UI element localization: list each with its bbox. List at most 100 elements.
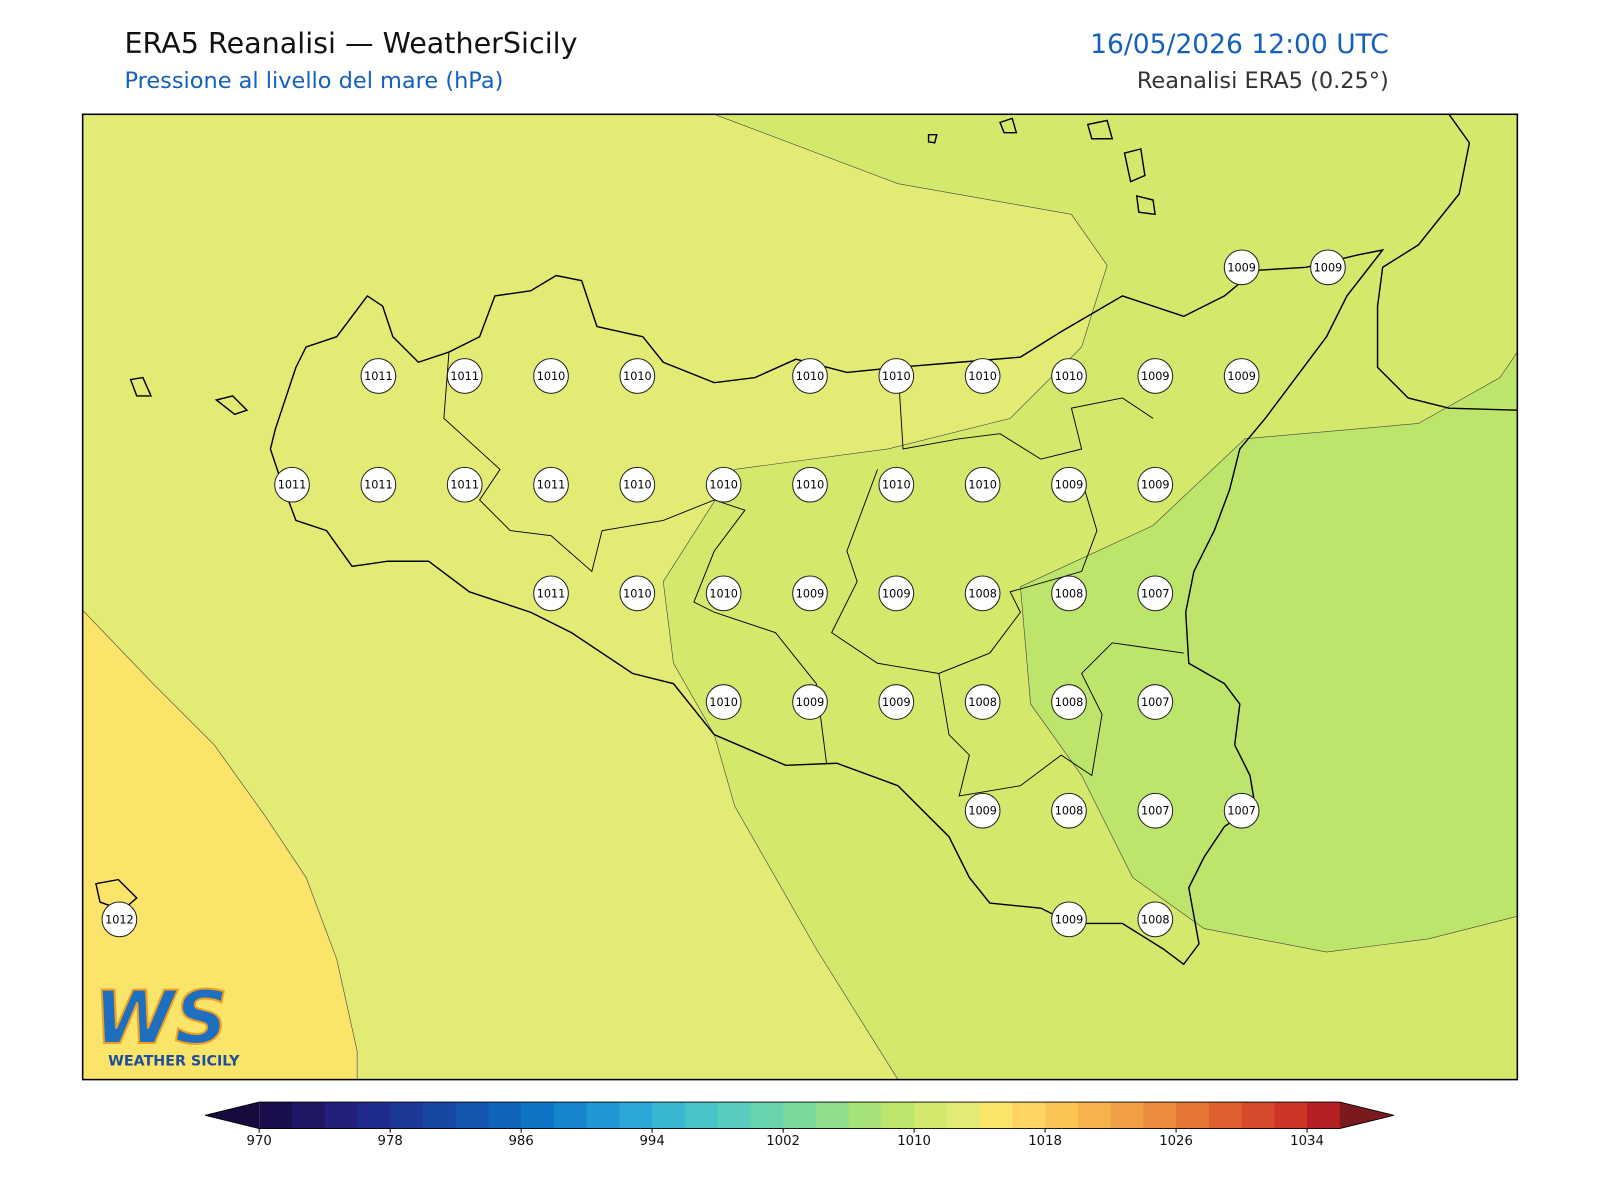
- station-value: 1009: [968, 805, 997, 818]
- station-marker: [533, 358, 569, 394]
- station: 1008: [964, 575, 1001, 612]
- station-marker: [964, 466, 1001, 503]
- colorbar-box: [750, 1102, 784, 1129]
- colorbar-box: [586, 1102, 620, 1129]
- colorbar-box: [1110, 1102, 1144, 1129]
- station-marker: [619, 466, 656, 503]
- station-value: 1009: [1055, 913, 1084, 926]
- colorbar-extend-low: [205, 1102, 260, 1129]
- station: 1009: [878, 575, 915, 612]
- station: 1010: [705, 466, 742, 503]
- colorbar-box: [357, 1102, 391, 1129]
- station-marker: [705, 466, 742, 503]
- station-marker: [1223, 358, 1260, 394]
- colorbar-box: [1176, 1102, 1210, 1129]
- station-marker: [1051, 684, 1087, 720]
- station-marker: [1137, 792, 1174, 829]
- station-value: 1011: [364, 370, 393, 383]
- station-marker: [1137, 684, 1174, 720]
- station: 1007: [1137, 684, 1174, 720]
- station-value: 1008: [1055, 696, 1084, 709]
- station-marker: [533, 575, 569, 612]
- station-value: 1012: [105, 913, 134, 926]
- station: 1009: [1137, 358, 1174, 394]
- colorbar-tick-label: 1010: [897, 1134, 931, 1149]
- station-value: 1009: [796, 696, 825, 709]
- station: 1010: [1051, 358, 1087, 394]
- station-marker: [964, 792, 1001, 829]
- station-value: 1011: [450, 479, 479, 492]
- coastline: [95, 114, 1518, 966]
- colorbar-extend-high: [1339, 1102, 1394, 1129]
- station-value: 1011: [450, 370, 479, 383]
- station-marker: [1051, 466, 1087, 503]
- title: ERA5 Reanalisi — WeatherSicily: [124, 26, 577, 60]
- station-value: 1010: [1055, 370, 1084, 383]
- station-value: 1010: [623, 587, 652, 600]
- station: 1011: [446, 466, 483, 503]
- station-marker: [878, 684, 915, 720]
- station-marker: [360, 358, 397, 394]
- logo: WS WEATHER SICILY: [93, 975, 240, 1069]
- colorbar-box: [324, 1102, 358, 1129]
- station: 1010: [964, 358, 1001, 394]
- colorbar-box: [1208, 1102, 1243, 1129]
- station-marker: [878, 358, 915, 394]
- station-value: 1007: [1141, 587, 1170, 600]
- station: 1009: [792, 575, 828, 612]
- station-marker: [1223, 249, 1260, 286]
- station: 1009: [1223, 249, 1260, 286]
- station-marker: [1137, 901, 1174, 938]
- station: 1009: [1051, 901, 1087, 938]
- station-value: 1009: [1141, 479, 1170, 492]
- colorbar-box: [259, 1102, 293, 1129]
- colorbar-box: [848, 1102, 882, 1129]
- station-marker: [619, 575, 656, 612]
- station-value: 1010: [709, 587, 738, 600]
- station: 1008: [1051, 575, 1087, 612]
- station: 1011: [446, 358, 483, 394]
- colorbar-box: [1307, 1102, 1341, 1129]
- station-marker: [878, 466, 915, 503]
- station-value: 1008: [1055, 805, 1084, 818]
- station-value: 1010: [709, 696, 738, 709]
- station-value: 1009: [1227, 370, 1256, 383]
- colorbar-box: [455, 1102, 489, 1129]
- colorbar: 970 978 986 994 1002 1010 1018 1026 1034: [205, 1101, 1394, 1149]
- station-marker: [274, 466, 310, 503]
- station: 1010: [619, 575, 656, 612]
- station-value: 1008: [1055, 587, 1084, 600]
- station: 1009: [964, 792, 1001, 829]
- station: 1010: [619, 466, 656, 503]
- station-value: 1010: [796, 479, 825, 492]
- station: 1009: [878, 684, 915, 720]
- logo-text: WEATHER SICILY: [108, 1053, 240, 1069]
- province-border: [443, 352, 1184, 797]
- station: 1008: [1137, 901, 1174, 938]
- colorbar-box: [291, 1102, 326, 1129]
- colorbar-tick-label: 1034: [1290, 1134, 1324, 1149]
- station: 1009: [1137, 466, 1174, 503]
- station-value: 1010: [623, 479, 652, 492]
- station-value: 1010: [623, 370, 652, 383]
- station-marker: [446, 466, 483, 503]
- map: [82, 114, 1518, 1080]
- station: 1010: [705, 684, 742, 720]
- station: 1009: [1310, 249, 1346, 286]
- station-value: 1009: [882, 587, 911, 600]
- colorbar-box: [684, 1102, 719, 1129]
- station: 1008: [1051, 792, 1087, 829]
- colorbar-box: [717, 1102, 751, 1129]
- station: 1011: [533, 466, 569, 503]
- station-marker: [619, 358, 656, 394]
- station-value: 1009: [1141, 370, 1170, 383]
- station-value: 1010: [537, 370, 566, 383]
- colorbar-box: [521, 1102, 555, 1129]
- station-value: 1010: [882, 479, 911, 492]
- colorbar-box: [979, 1102, 1013, 1129]
- colorbar-box: [652, 1102, 686, 1129]
- station-marker: [792, 358, 828, 394]
- colorbar-tick-label: 1018: [1028, 1134, 1062, 1149]
- source: Reanalisi ERA5 (0.25°): [1137, 68, 1389, 94]
